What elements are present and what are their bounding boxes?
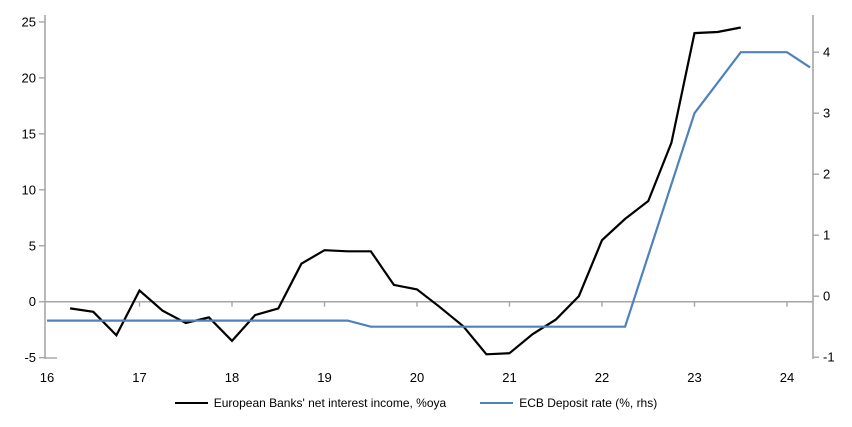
y-left-tick-label: 25: [22, 14, 36, 29]
y-right-tick-label: 3: [823, 106, 830, 121]
legend-line-swatch-nii: [174, 402, 208, 404]
y-left-tick-label: 15: [22, 126, 36, 141]
legend-label-ecb: ECB Deposit rate (%, rhs): [519, 396, 658, 410]
series-line-nii: [69, 26, 742, 356]
y-right-tick-label: -1: [823, 350, 835, 365]
y-right-tick-label: 4: [823, 45, 830, 60]
y-right-tick-label: 2: [823, 167, 830, 182]
x-axis-label: 21: [502, 370, 516, 385]
chart-legend: European Banks' net interest income, %oy…: [0, 396, 832, 410]
x-axis-label: 23: [687, 370, 701, 385]
x-axis-label: 17: [132, 370, 146, 385]
y-left-tick-label: 20: [22, 70, 36, 85]
x-axis-label: 16: [40, 370, 54, 385]
series-line-ecb: [47, 51, 811, 328]
y-right-tick-label: 1: [823, 228, 830, 243]
legend-label-nii: European Banks' net interest income, %oy…: [213, 396, 447, 410]
y-left-tick-label: 0: [29, 294, 36, 309]
y-left-tick-label: 5: [29, 238, 36, 253]
x-axis-label: 24: [780, 370, 794, 385]
x-axis-label: 19: [317, 370, 331, 385]
y-right-tick-label: 0: [823, 289, 830, 304]
legend-item-nii: European Banks' net interest income, %oy…: [174, 396, 447, 410]
legend-line-swatch-ecb: [480, 402, 514, 404]
x-axis-label: 20: [410, 370, 424, 385]
legend-item-ecb: ECB Deposit rate (%, rhs): [480, 396, 657, 410]
x-axis-label: 22: [595, 370, 609, 385]
y-left-tick-label: 10: [22, 182, 36, 197]
y-left-tick-label: -5: [24, 350, 36, 365]
x-axis-label: 18: [225, 370, 239, 385]
